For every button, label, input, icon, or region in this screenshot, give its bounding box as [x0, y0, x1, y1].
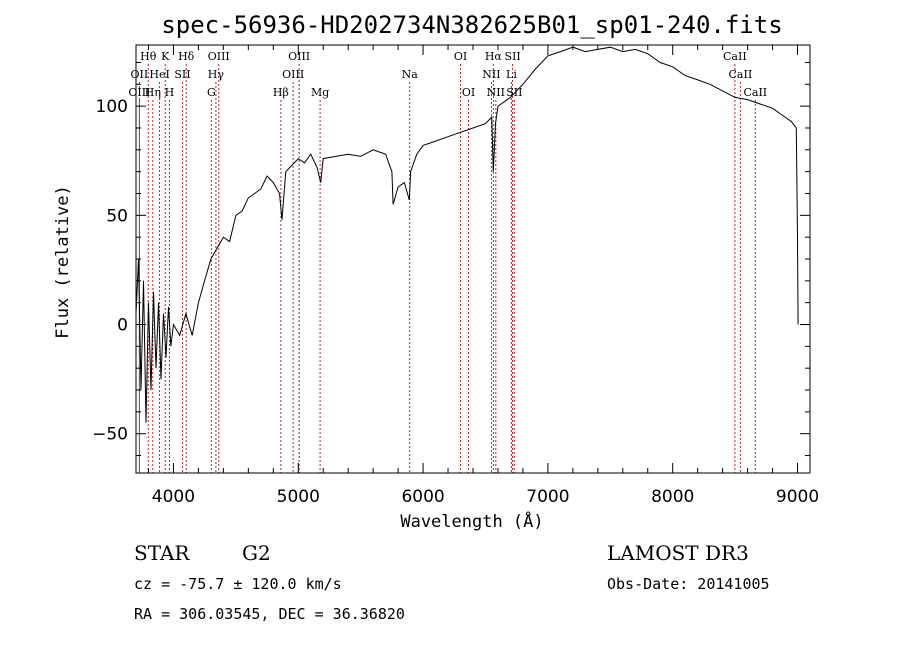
spectrum-line: [135, 46, 799, 423]
survey-name: LAMOST DR3: [607, 541, 749, 565]
spectral-line-label: OIII: [128, 86, 150, 99]
object-class: STAR: [134, 541, 190, 565]
spectral-line-label: Li: [506, 68, 517, 81]
x-axis-label: Wavelength (Å): [400, 510, 543, 532]
obs-date: Obs-Date: 20141005: [607, 575, 770, 593]
coordinates: RA = 306.03545, DEC = 36.36820: [134, 605, 405, 623]
spectral-line-label: K: [161, 50, 170, 63]
spectral-line-label: Hθ: [140, 50, 157, 63]
spectral-line-label: HeI: [149, 68, 169, 81]
chart-title: spec-56936-HD202734N382625B01_sp01-240.f…: [161, 11, 782, 39]
x-tick-label: 5000: [277, 487, 320, 507]
spectral-line-label: Hδ: [178, 50, 195, 63]
spectral-line-label: CaII: [723, 50, 747, 63]
x-tick-label: 8000: [651, 487, 694, 507]
spectral-line-label: OI: [462, 86, 475, 99]
x-tick-label: 6000: [401, 487, 444, 507]
spectral-line-label: H: [165, 86, 175, 99]
spectral-line-label: OII: [131, 68, 149, 81]
spectral-line-label: Hβ: [273, 86, 289, 99]
spectral-line-label: OIII: [208, 50, 230, 63]
spectral-line-label: Na: [402, 68, 419, 81]
spectral-line-label: G: [207, 86, 216, 99]
spectral-line-label: Hγ: [208, 68, 225, 81]
y-tick-label: 100: [96, 97, 128, 117]
x-tick-label: 7000: [526, 487, 569, 507]
spectral-line-label: Hη: [145, 86, 161, 99]
spectral-line-label: NII: [482, 68, 500, 81]
spectral-line-label: OIII: [282, 68, 304, 81]
y-tick-label: −50: [92, 425, 128, 445]
y-tick-label: 0: [117, 316, 128, 336]
x-tick-label: 4000: [152, 487, 195, 507]
spectral-line-label: CaII: [729, 68, 753, 81]
plot-frame: [135, 44, 811, 474]
spectral-line-label: OI: [454, 50, 467, 63]
velocity-readout: cz = -75.7 ± 120.0 km/s: [134, 575, 342, 593]
spectral-line-label: Hα: [485, 50, 503, 63]
x-tick-label: 9000: [776, 487, 819, 507]
y-axis-label: Flux (relative): [53, 185, 73, 339]
spectral-line-label: SII: [504, 50, 520, 63]
object-subclass: G2: [242, 541, 271, 565]
y-tick-label: 50: [106, 206, 128, 226]
spectral-line-label: NII: [487, 86, 505, 99]
spectral-line-label: SII: [174, 68, 190, 81]
axis-ticks: 4000 5000 6000 7000 8000 9000 −50 0 50 100: [92, 45, 819, 507]
spectral-line-label: Mg: [311, 86, 329, 99]
spectral-line-label: OIII: [288, 50, 310, 63]
spectral-line-label: CaII: [743, 86, 767, 99]
